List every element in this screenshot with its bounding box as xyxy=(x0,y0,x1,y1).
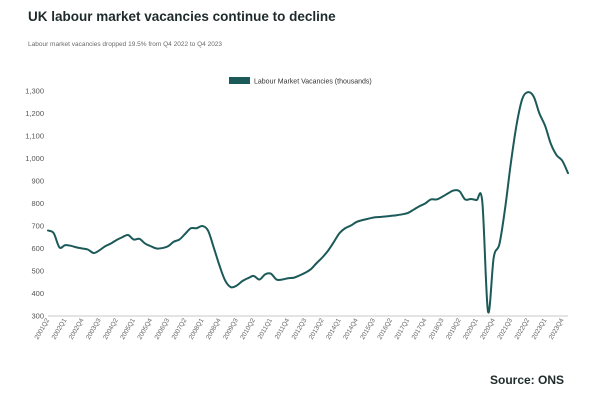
legend-label: Labour Market Vacancies (thousands) xyxy=(254,79,372,86)
y-tick-label: 500 xyxy=(31,267,44,276)
y-tick-label: 1,300 xyxy=(25,87,44,96)
y-tick-label: 1,100 xyxy=(25,132,44,141)
x-tick-label: 2017Q4 xyxy=(411,317,429,341)
x-tick-label: 2011Q1 xyxy=(257,317,275,340)
y-tick-label: 300 xyxy=(31,312,44,321)
x-tick-label: 2020Q4 xyxy=(479,317,497,341)
x-tick-label: 2016Q2 xyxy=(376,317,394,341)
x-tick-label: 2023Q4 xyxy=(548,317,566,341)
y-axis: 300 400 500 600 700 800 900 1,000 1,100 1,200 1,30… xyxy=(25,87,44,321)
x-tick-label: 2005Q4 xyxy=(136,317,154,341)
y-tick-label: 900 xyxy=(31,177,44,186)
chart-title: UK labour market vacancies continue to d… xyxy=(28,9,336,24)
x-tick-label: 2003Q3 xyxy=(85,317,103,341)
x-tick-label: 2007Q2 xyxy=(171,317,189,341)
y-tick-label: 1,200 xyxy=(25,109,44,118)
series-line-vacancies xyxy=(47,91,569,314)
x-tick-label: 2011Q4 xyxy=(274,317,292,340)
x-tick-label: 2017Q1 xyxy=(394,317,412,341)
x-tick-label: 2014Q4 xyxy=(342,317,360,341)
x-tick-label: 2014Q1 xyxy=(325,317,343,341)
x-tick-label: 2008Q4 xyxy=(205,317,223,341)
x-tick-label: 2001Q2 xyxy=(34,317,52,341)
x-tick-label: 2015Q3 xyxy=(359,317,377,341)
legend: Labour Market Vacancies (thousands) xyxy=(229,77,372,86)
x-tick-label: 2008Q1 xyxy=(188,317,206,341)
chart-subtitle: Labour market vacancies dropped 19.5% fr… xyxy=(28,41,223,48)
y-tick-label: 600 xyxy=(31,244,44,253)
x-tick-label: 2002Q4 xyxy=(68,317,86,341)
data-points xyxy=(47,91,569,312)
x-tick-label: 2006Q3 xyxy=(154,317,172,341)
x-axis: 2001Q2 2002Q1 2002Q4 2003Q3 2004Q2 2005Q1 2005… xyxy=(34,317,566,341)
legend-swatch xyxy=(229,77,250,84)
y-tick-label: 800 xyxy=(31,199,44,208)
x-tick-label: 2005Q1 xyxy=(119,317,137,341)
x-tick-label: 2022Q2 xyxy=(514,317,532,341)
x-tick-label: 2020Q1 xyxy=(462,317,480,341)
source-label: Source: ONS xyxy=(489,373,564,387)
y-tick-label: 700 xyxy=(31,222,44,231)
x-tick-label: 2018Q3 xyxy=(428,317,446,341)
x-tick-label: 2019Q2 xyxy=(445,317,463,341)
x-tick-label: 2004Q2 xyxy=(102,317,120,341)
y-tick-label: 400 xyxy=(31,289,44,298)
x-tick-label: 2010Q2 xyxy=(239,317,257,341)
x-tick-label: 2013Q2 xyxy=(308,317,326,341)
x-tick-label: 2009Q3 xyxy=(222,317,240,341)
x-tick-label: 2021Q3 xyxy=(496,317,514,341)
x-tick-label: 2002Q1 xyxy=(51,317,69,341)
x-tick-label: 2023Q1 xyxy=(531,317,549,341)
x-tick-label: 2012Q3 xyxy=(291,317,309,341)
y-tick-label: 1,000 xyxy=(25,154,44,163)
